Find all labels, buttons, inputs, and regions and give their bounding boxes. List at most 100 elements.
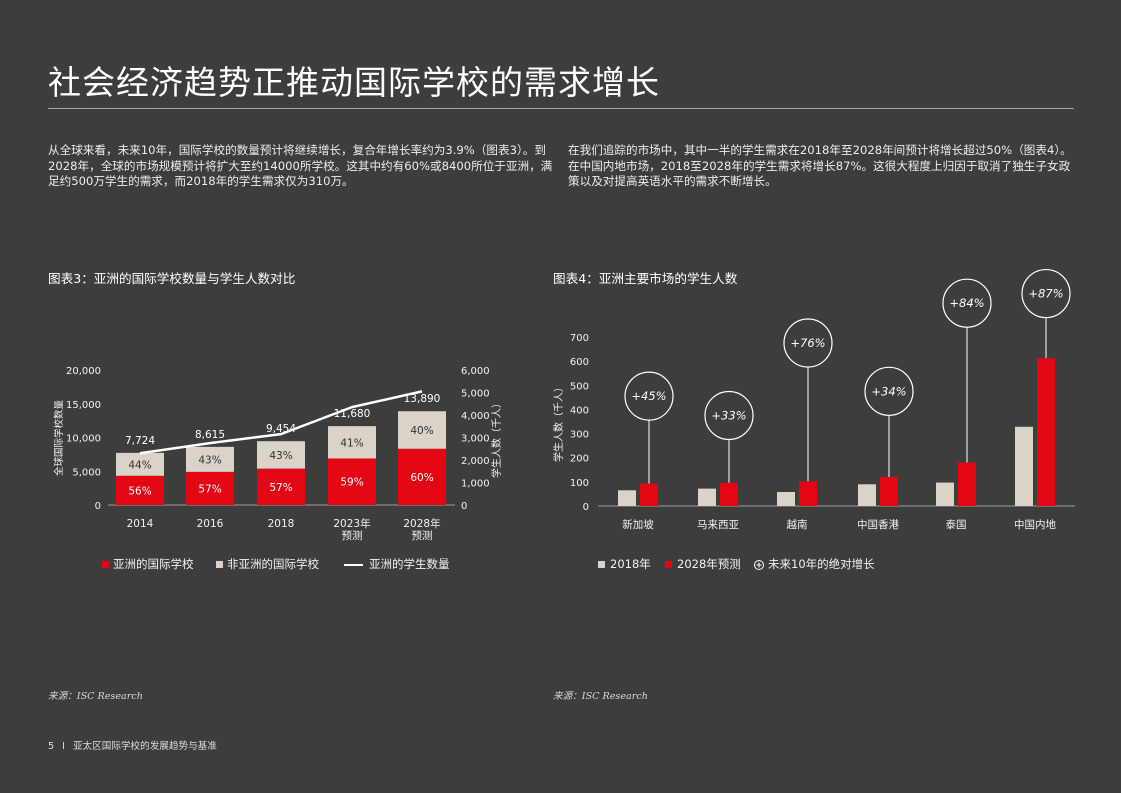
chart3-bar-asia xyxy=(186,471,234,505)
chart4-bar-2018 xyxy=(936,482,954,506)
chart4-ytick: 0 xyxy=(583,502,589,513)
chart3-xtick-label: 预测 xyxy=(412,529,433,542)
chart3-bar-non-asia xyxy=(328,426,376,459)
chart3-share-label-asia: 56% xyxy=(128,485,151,497)
chart3-share-label-non-asia: 44% xyxy=(128,459,151,471)
intro-paragraph-right: 在我们追踪的市场中，其中一半的学生需求在2018年至2028年间预计将增长超过5… xyxy=(568,143,1072,188)
chart4-annotation-bubble xyxy=(783,318,833,368)
chart3-total-label: 8,615 xyxy=(195,429,225,441)
chart3-xtick-label: 2014 xyxy=(127,518,154,530)
chart4-xtick-label: 新加坡 xyxy=(622,518,654,531)
chart3-total-label: 11,680 xyxy=(334,408,371,420)
chart4-ytick: 400 xyxy=(570,405,589,416)
chart4-bar-2018 xyxy=(1015,426,1033,506)
chart4-bar-2018 xyxy=(858,484,876,506)
chart3-share-label-non-asia: 41% xyxy=(340,437,363,449)
chart4-xtick-label: 中国香港 xyxy=(857,518,899,531)
chart3-bar-asia xyxy=(398,448,446,505)
chart4-ytick: 100 xyxy=(570,478,589,489)
chart3-student-line-path xyxy=(139,390,423,455)
chart4-ytick: 500 xyxy=(570,381,589,392)
chart4-ylabel: 学生人数（千人） xyxy=(552,382,565,462)
chart4-source: 来源：ISC Research xyxy=(553,691,648,702)
chart3-total-label: 7,724 xyxy=(125,435,155,447)
chart3-ylabel-left: 全球国际学校数量 xyxy=(53,400,65,477)
chart3-legend: 亚洲的国际学校 非亚洲的国际学校 亚洲的学生数量 xyxy=(102,557,450,571)
chart4-annotation-label: +33% xyxy=(711,408,746,422)
chart4-ytick: 700 xyxy=(570,333,589,344)
chart4-annotation-bubble xyxy=(864,366,914,416)
chart3-share-label-non-asia: 43% xyxy=(198,454,221,466)
chart3-ytick-left: 5,000 xyxy=(72,467,101,478)
chart4-annotation-label: +87% xyxy=(1028,287,1063,301)
chart4-annotation-bubble xyxy=(942,278,992,328)
chart4-bar-2018 xyxy=(698,488,716,506)
chart3-ytick-right: 6,000 xyxy=(461,366,490,377)
title-divider xyxy=(48,108,1074,109)
chart3-bar-asia xyxy=(116,475,164,505)
footer-report-title: 亚太区国际学校的发展趋势与基准 xyxy=(72,741,217,752)
chart4-market-students-chart: 0 100 200 300 400 500 600 700 学生人数（千人） 新加坡 马来西亚 越南 中… xyxy=(552,268,1075,571)
page-footer: 5 I 亚太区国际学校的发展趋势与基准 xyxy=(48,738,217,752)
footer-separator: I xyxy=(62,741,65,752)
chart4-xtick-label: 越南 xyxy=(787,518,808,531)
chart3-legend-label-students: 亚洲的学生数量 xyxy=(369,557,450,571)
chart3-bar-non-asia xyxy=(116,452,164,476)
chart4-bar-2018 xyxy=(618,490,636,506)
chart4-legend-swatch-2028 xyxy=(665,561,672,568)
chart4-bar-2028 xyxy=(880,477,898,506)
chart3-ytick-right: 2,000 xyxy=(461,456,490,467)
chart3-bar-asia xyxy=(257,468,305,505)
chart3-xtick-label: 2018 xyxy=(268,518,295,530)
page-number: 5 xyxy=(48,741,55,752)
chart3-legend-label-asia: 亚洲的国际学校 xyxy=(113,557,194,571)
chart4-bar-2028 xyxy=(1037,358,1055,506)
chart3-xtick-label: 2028年 xyxy=(403,517,440,530)
chart4-bar-2028 xyxy=(958,462,976,506)
chart3-source: 来源：ISC Research xyxy=(48,691,143,702)
chart3-ytick-right: 0 xyxy=(461,501,467,512)
chart4-ytick: 600 xyxy=(570,357,589,368)
chart4-annotation-bubble xyxy=(704,390,754,441)
chart3-bars xyxy=(116,411,446,505)
chart3-bar-non-asia xyxy=(257,441,305,469)
chart3-ytick-right: 4,000 xyxy=(461,411,490,422)
chart3-ytick-right: 5,000 xyxy=(461,389,490,400)
chart3-bar-non-asia xyxy=(186,446,234,472)
chart3-ylabel-right: 学生人数（千人） xyxy=(490,398,503,478)
chart3-ytick-left: 20,000 xyxy=(66,366,101,377)
chart4-ytick: 300 xyxy=(570,430,589,441)
chart4-annotation-bubble xyxy=(624,371,674,421)
chart4-legend: 2018年 2028年预测 未来10年的绝对增长 xyxy=(598,557,875,571)
chart4-legend-label-2028: 2028年预测 xyxy=(677,557,741,571)
chart4-xtick-label: 泰国 xyxy=(946,518,967,531)
chart3-share-label-asia: 57% xyxy=(198,483,221,495)
chart3-bar-non-asia xyxy=(398,411,446,449)
chart4-growth-annotations: +45% +33% +76% +34% +84% +87% xyxy=(624,268,1071,484)
chart4-bars xyxy=(618,358,1055,506)
chart4-legend-label-growth: 未来10年的绝对增长 xyxy=(768,557,875,571)
intro-paragraph-left: 从全球来看，未来10年，国际学校的数量预计将继续增长，复合年增长率约为3.9%（… xyxy=(48,143,553,188)
chart3-bar-asia xyxy=(328,458,376,505)
chart3-share-label-non-asia: 40% xyxy=(410,425,433,437)
chart4-ytick: 200 xyxy=(570,454,589,465)
chart3-title: 图表3：亚洲的国际学校数量与学生人数对比 xyxy=(48,271,296,286)
chart4-annotation-label: +45% xyxy=(631,389,666,403)
chart3-ytick-right: 3,000 xyxy=(461,434,490,445)
chart4-legend-label-2018: 2018年 xyxy=(610,557,651,571)
chart3-school-count-chart: 0 5,000 10,000 15,000 20,000 0 1,000 2,000 3,000… xyxy=(53,366,503,571)
chart3-share-label-asia: 57% xyxy=(269,482,292,494)
chart3-ytick-left: 0 xyxy=(95,501,101,512)
chart3-axes: 0 5,000 10,000 15,000 20,000 0 1,000 2,000 3,000… xyxy=(53,366,503,542)
chart4-bar-2018 xyxy=(777,491,795,506)
chart3-xtick-label: 2016 xyxy=(197,518,224,530)
chart3-xtick-label: 2023年 xyxy=(333,517,370,530)
chart3-xtick-label: 预测 xyxy=(342,529,363,542)
chart4-bar-2028 xyxy=(720,482,738,506)
chart3-student-line xyxy=(139,390,423,455)
chart3-legend-label-non-asia: 非亚洲的国际学校 xyxy=(227,557,319,571)
chart4-bar-2028 xyxy=(640,483,658,506)
chart3-legend-swatch-non-asia xyxy=(216,561,223,568)
chart3-ytick-right: 1,000 xyxy=(461,479,490,490)
chart4-legend-bubble-icon xyxy=(754,560,764,570)
